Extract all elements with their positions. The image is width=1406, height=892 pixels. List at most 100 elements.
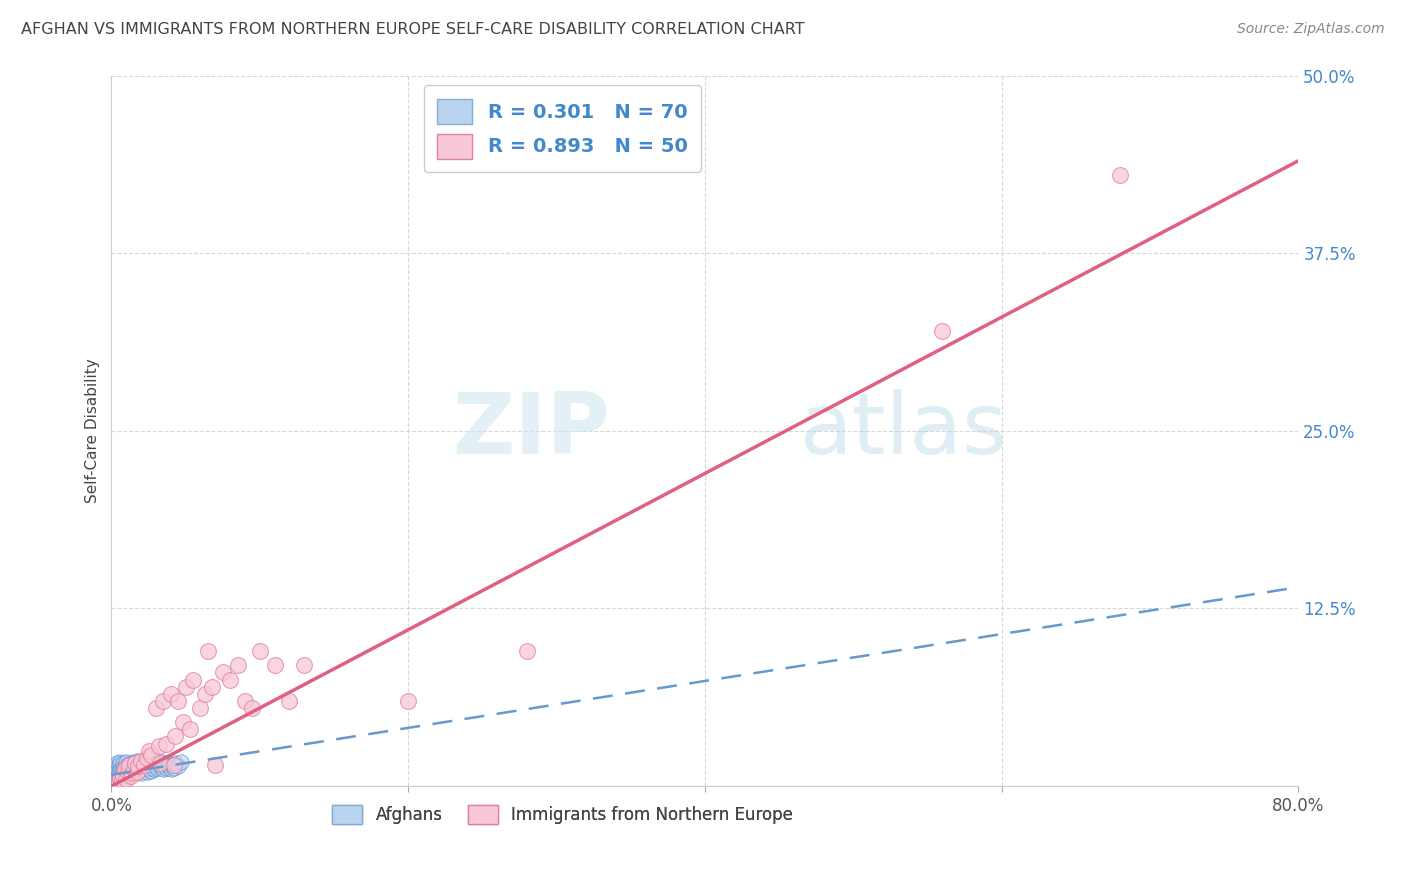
Point [103,775,125,789]
Point [141,764,163,778]
Text: Source: ZipAtlas.com: Source: ZipAtlas.com [1237,22,1385,37]
Point [141,747,163,762]
Point [111,773,134,788]
Point [165,756,187,771]
Point [219,673,242,687]
Point [108,764,131,779]
Point [118,761,141,775]
Text: ZIP: ZIP [453,389,610,473]
Point [136,764,159,779]
Point [122,762,145,776]
Point [181,673,204,687]
Point [112,756,135,771]
Point [120,756,142,771]
Point [149,756,172,771]
Point [165,730,187,744]
Point [516,644,538,658]
Point [197,644,219,658]
Point [931,324,953,338]
Point [125,761,148,775]
Point [115,755,138,769]
Point [162,757,184,772]
Point [117,757,139,772]
Point [211,665,233,680]
Text: atlas: atlas [800,389,1008,473]
Point [127,759,149,773]
Point [150,755,173,769]
Point [112,771,135,785]
Point [155,737,177,751]
Point [145,757,167,772]
Point [148,756,170,771]
Point [155,761,177,775]
Point [110,762,132,776]
Point [167,694,190,708]
Point [125,754,148,768]
Point [122,755,145,769]
Point [136,750,159,764]
Point [292,658,315,673]
Point [124,756,146,771]
Point [125,764,148,779]
Point [108,772,131,786]
Point [129,759,152,773]
Point [118,757,141,772]
Point [115,772,138,786]
Point [120,769,142,783]
Y-axis label: Self-Care Disability: Self-Care Disability [86,359,100,503]
Point [396,694,419,708]
Point [159,762,181,776]
Point [118,768,141,782]
Point [153,757,176,772]
Point [139,756,162,771]
Point [114,762,136,776]
Point [145,701,167,715]
Text: AFGHAN VS IMMIGRANTS FROM NORTHERN EUROPE SELF-CARE DISABILITY CORRELATION CHART: AFGHAN VS IMMIGRANTS FROM NORTHERN EUROP… [21,22,804,37]
Point [278,694,301,708]
Point [157,759,180,773]
Point [112,764,135,778]
Point [138,743,160,757]
Point [163,761,186,775]
Point [132,755,155,769]
Point [204,757,226,772]
Point [167,759,190,773]
Legend: Afghans, Immigrants from Northern Europe: Afghans, Immigrants from Northern Europe [326,798,800,831]
Point [152,762,174,776]
Point [179,723,201,737]
Point [104,773,127,788]
Point [146,761,169,775]
Point [103,762,125,776]
Point [103,768,125,782]
Point [233,694,256,708]
Point [174,680,197,694]
Point [194,687,217,701]
Point [101,764,124,779]
Point [124,757,146,772]
Point [104,766,127,780]
Point [132,757,155,772]
Point [156,756,179,771]
Point [111,768,134,782]
Point [122,762,145,776]
Point [110,769,132,783]
Point [114,759,136,773]
Point [114,766,136,780]
Point [249,644,271,658]
Point [135,757,157,772]
Point [105,771,128,785]
Point [148,739,170,754]
Point [170,755,193,769]
Point [138,761,160,775]
Point [127,764,149,778]
Point [121,766,143,780]
Point [226,658,249,673]
Point [110,771,132,785]
Point [240,701,263,715]
Point [112,768,135,782]
Point [110,755,132,769]
Point [105,756,128,771]
Point [129,766,152,780]
Point [172,715,194,730]
Point [263,658,285,673]
